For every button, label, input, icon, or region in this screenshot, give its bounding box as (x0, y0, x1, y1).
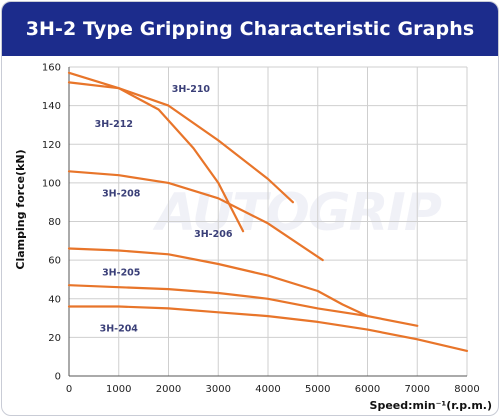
y-tick-label: 80 (48, 217, 61, 228)
y-tick-label: 40 (48, 294, 61, 305)
series-label-3h-210: 3H-210 (172, 84, 211, 95)
series-line-3h-206 (67, 247, 369, 318)
series-line-3h-208 (67, 170, 324, 262)
y-tick-label: 160 (42, 63, 61, 74)
y-tick-label: 120 (42, 140, 61, 151)
x-tick-label: 7000 (405, 384, 430, 395)
y-tick-label: 140 (42, 101, 61, 112)
series-label-3h-206: 3H-206 (194, 229, 233, 240)
x-tick-label: 6000 (355, 384, 380, 395)
series-label-3h-208: 3H-208 (102, 188, 141, 199)
x-axis-title: Speed:min⁻¹(r.p.m.) (370, 399, 492, 412)
series-line-3h-204 (67, 305, 469, 352)
chart-title: 3H-2 Type Gripping Characteristic Graphs (2, 2, 498, 56)
y-tick-label: 0 (55, 372, 61, 383)
y-tick-label: 100 (42, 178, 61, 189)
series-label-3h-205: 3H-205 (102, 268, 140, 279)
series-label-3h-212: 3H-212 (95, 119, 133, 130)
x-tick-label: 5000 (305, 384, 330, 395)
x-tick-label: 2000 (156, 384, 181, 395)
series-line-3h-210 (67, 81, 294, 204)
x-tick-label: 3000 (206, 384, 231, 395)
x-tick-label: 4000 (255, 384, 280, 395)
x-tick-label: 0 (66, 384, 72, 395)
x-tick-label: 1000 (106, 384, 131, 395)
y-tick-label: 20 (48, 333, 61, 344)
x-tick-label: 8000 (454, 384, 479, 395)
y-axis-title: Clamping force(kN) (14, 149, 27, 269)
series-line-3h-212 (67, 71, 245, 233)
series-label-3h-204: 3H-204 (100, 324, 139, 335)
series-line-3h-205 (67, 284, 419, 327)
y-tick-label: 60 (48, 256, 61, 267)
